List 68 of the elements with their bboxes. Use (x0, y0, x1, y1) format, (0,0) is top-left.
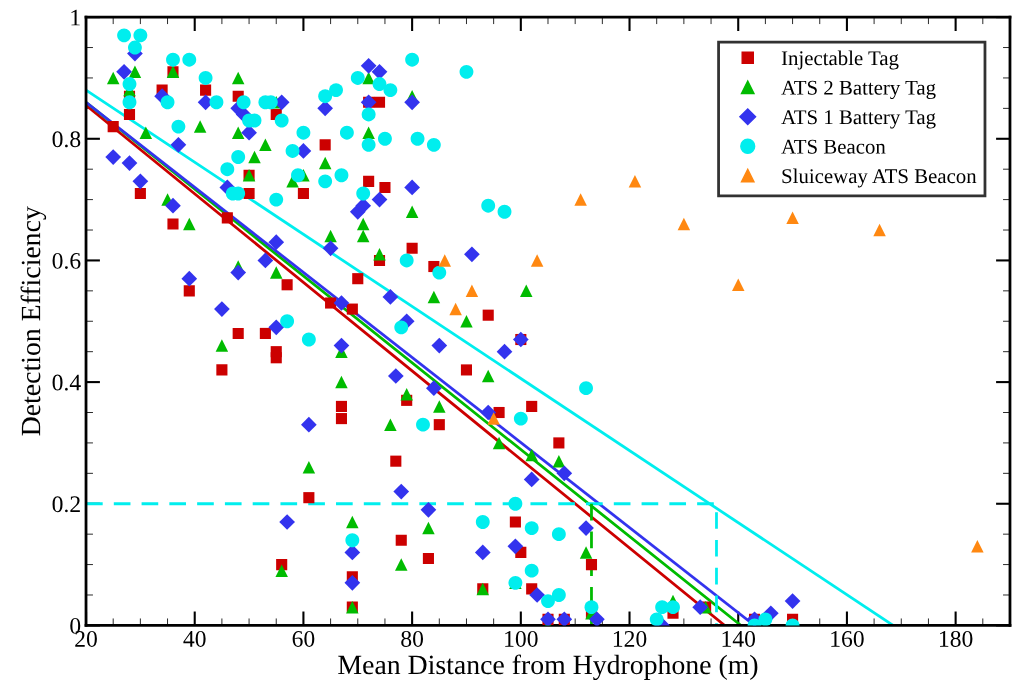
point (335, 375, 348, 389)
point (362, 126, 375, 139)
y-tick-label: 0.4 (52, 374, 81, 391)
point (324, 229, 337, 243)
point (275, 564, 288, 577)
point (395, 558, 408, 571)
point (302, 461, 316, 474)
point (259, 138, 272, 152)
point (530, 254, 544, 267)
point (438, 254, 451, 267)
point (400, 388, 413, 401)
point (270, 266, 283, 279)
y-tick-label: 1 (71, 9, 80, 26)
point (520, 284, 533, 298)
y-axis-title: Detection Efficiency (20, 206, 47, 436)
point (231, 71, 245, 85)
point (248, 150, 261, 164)
y-tick-label: 0.2 (52, 496, 80, 513)
point (427, 290, 441, 304)
point (139, 126, 153, 139)
point (873, 223, 886, 237)
x-tick-label: 120 (613, 630, 647, 647)
point (460, 315, 473, 328)
point (731, 278, 745, 292)
point (356, 217, 370, 231)
point (362, 71, 375, 85)
legend-label: Sluiceway ATS Beacon (782, 168, 977, 188)
point (579, 546, 593, 559)
x-tick-label: 60 (292, 630, 315, 647)
point (628, 175, 642, 188)
x-tick-label: 140 (722, 630, 756, 647)
point (677, 217, 691, 231)
point (525, 448, 538, 462)
x-tick-label: 80 (401, 630, 424, 647)
point (373, 248, 386, 261)
point (971, 540, 984, 553)
point (405, 205, 419, 219)
point (215, 339, 229, 352)
point (465, 284, 479, 298)
y-tick-label: 0.6 (52, 252, 81, 269)
point (449, 302, 462, 316)
point (552, 454, 566, 468)
point (481, 369, 495, 383)
x-axis-title: Mean Distance from Hydrophone (m) (338, 654, 758, 681)
point (318, 156, 332, 170)
point (492, 436, 506, 450)
point (128, 65, 142, 79)
point (574, 193, 587, 206)
x-tick-label: 40 (183, 630, 206, 647)
point (193, 120, 207, 133)
point (106, 71, 120, 85)
point (346, 515, 359, 529)
point (487, 412, 500, 425)
point (422, 521, 435, 535)
point (231, 126, 245, 139)
point (384, 418, 397, 431)
point (433, 400, 446, 413)
point (786, 211, 799, 225)
legend-label: ATS Beacon (781, 139, 886, 154)
legend-label: ATS 1 Battery Tag (781, 110, 936, 129)
legend-label: ATS 2 Battery Tag (781, 80, 936, 100)
legend-label: Injectable Tag (781, 50, 899, 70)
x-tick-label: 180 (939, 630, 973, 647)
x-tick-label: 100 (505, 630, 538, 647)
x-tick-label: 160 (831, 630, 864, 647)
y-tick-label: 0.8 (52, 131, 81, 148)
point (356, 229, 370, 243)
point (183, 217, 196, 231)
